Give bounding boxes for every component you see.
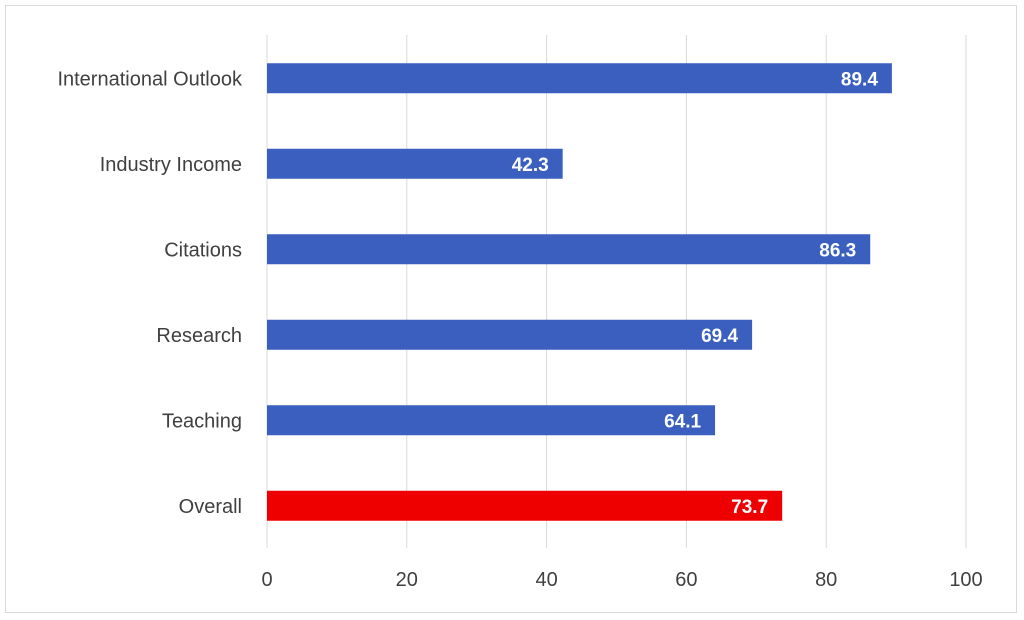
x-tick-label-80: 80 bbox=[815, 569, 837, 591]
bar-teaching bbox=[267, 405, 716, 436]
bars bbox=[267, 63, 892, 521]
category-labels: International Outlook Industry Income Cita… bbox=[57, 68, 243, 518]
data-label-research: 69.4 bbox=[701, 326, 738, 347]
x-tick-label-0: 0 bbox=[261, 569, 272, 591]
bar-research bbox=[267, 319, 753, 350]
category-label-citations: Citations bbox=[164, 239, 242, 261]
x-tick-label-20: 20 bbox=[396, 569, 418, 591]
x-tick-labels: 0 20 40 60 80 100 bbox=[261, 569, 982, 591]
gridlines bbox=[266, 35, 967, 548]
x-tick-label-60: 60 bbox=[675, 569, 697, 591]
bar-citations bbox=[267, 234, 871, 265]
data-label-industry-income: 42.3 bbox=[512, 155, 549, 176]
data-labels: 89.4 42.3 86.3 69.4 64.1 73.7 bbox=[512, 69, 879, 518]
x-tick-label-40: 40 bbox=[535, 569, 557, 591]
bar-overall bbox=[267, 490, 783, 521]
bar-industry-income bbox=[267, 148, 563, 179]
data-label-citations: 86.3 bbox=[819, 240, 856, 261]
category-label-teaching: Teaching bbox=[162, 410, 242, 432]
x-tick-label-100: 100 bbox=[949, 569, 982, 591]
category-label-international-outlook: International Outlook bbox=[57, 68, 243, 90]
data-label-overall: 73.7 bbox=[731, 497, 768, 518]
data-label-international-outlook: 89.4 bbox=[841, 69, 878, 90]
category-label-research: Research bbox=[156, 325, 242, 347]
category-label-overall: Overall bbox=[179, 496, 242, 518]
data-label-teaching: 64.1 bbox=[664, 411, 701, 432]
category-label-industry-income: Industry Income bbox=[100, 154, 242, 176]
bar-international-outlook bbox=[267, 63, 892, 94]
